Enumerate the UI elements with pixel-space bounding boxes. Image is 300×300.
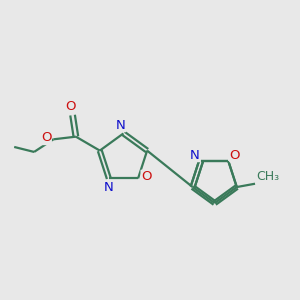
Text: CH₃: CH₃ xyxy=(256,170,279,183)
Text: N: N xyxy=(116,118,126,132)
Text: O: O xyxy=(230,148,240,162)
Text: O: O xyxy=(41,131,51,145)
Text: N: N xyxy=(104,181,114,194)
Text: O: O xyxy=(66,100,76,113)
Text: O: O xyxy=(141,170,152,183)
Text: N: N xyxy=(190,148,200,162)
